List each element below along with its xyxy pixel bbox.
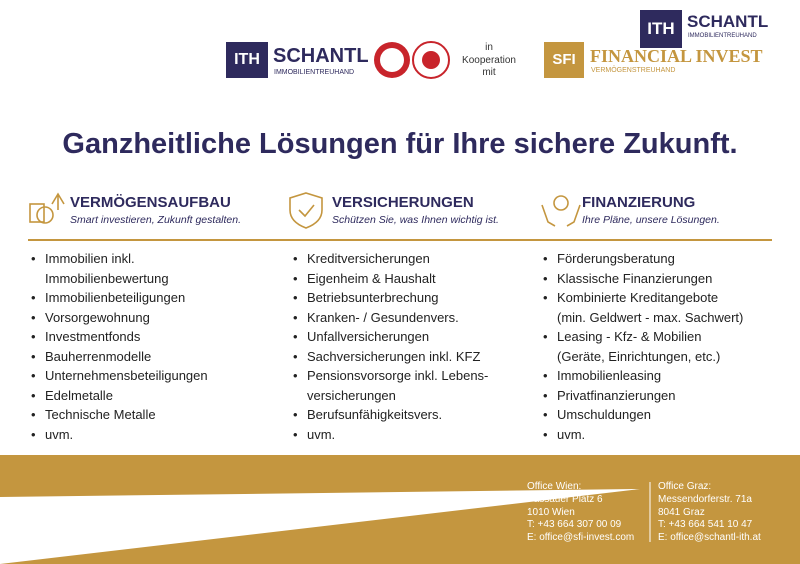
column-subheading: Schützen Sie, was Ihnen wichtig ist. [332, 214, 499, 226]
bullet: • [293, 270, 298, 286]
list-item: Privatfinanzierungen [557, 387, 676, 403]
logo-name: SCHANTL [687, 12, 769, 31]
bullet: • [293, 426, 298, 442]
list-item: Unfallversicherungen [307, 329, 430, 344]
column-heading: VERSICHERUNGEN [332, 194, 474, 211]
list-item: Umschuldungen [557, 407, 651, 422]
bullet: • [31, 426, 36, 442]
list-item: Pensionsvorsorge inkl. Lebens- [307, 368, 489, 383]
logo-subtitle: IMMOBILIENTREUHAND [688, 33, 757, 39]
list-item: Kranken- / Gesundenvers. [307, 309, 459, 325]
icon-growth [29, 192, 65, 224]
bullet: • [31, 290, 36, 305]
list-item: Immobilienbeteiligungen [45, 290, 186, 305]
list-item: Immobilien inkl. [45, 251, 135, 266]
list-item: Eigenheim & Haushalt [307, 270, 436, 286]
logo-mark-box [544, 42, 584, 78]
list-item: Bauherrenmodelle [45, 348, 152, 364]
logo-mark: SFI [552, 51, 576, 68]
column-heading: FINANZIERUNG [582, 194, 696, 211]
badge-inner [422, 51, 440, 69]
bullet: • [293, 407, 298, 422]
bullet: • [31, 407, 36, 422]
bullet: • [543, 290, 548, 305]
list-item: versicherungen [307, 387, 396, 403]
list-item: Förderungsberatung [557, 251, 675, 266]
cooperation-line: Kooperation [462, 54, 516, 66]
badge-inner [380, 48, 404, 72]
list-item: Immobilienbewertung [45, 270, 169, 286]
bullet: • [31, 348, 36, 364]
logo-mark: ITH [647, 19, 675, 38]
office-line: 1010 Wien [527, 506, 575, 518]
logo-mark: ITH [234, 51, 260, 68]
bullet: • [293, 368, 298, 383]
bullet: • [293, 348, 298, 364]
office-line: E: office@sfi-invest.com [527, 531, 635, 543]
bullet: • [31, 329, 36, 344]
icon-shield [289, 192, 323, 229]
list-item: (min. Geldwert - max. Sachwert) [557, 309, 744, 325]
list-item: Kombinierte Kreditangebote [557, 290, 719, 305]
bullet: • [293, 329, 298, 344]
office-line: T: +43 664 307 00 09 [527, 519, 622, 530]
office-line: E: office@schantl-ith.at [658, 531, 761, 543]
bullet: • [543, 251, 548, 266]
list-item: Technische Metalle [45, 407, 156, 422]
bullet: • [543, 329, 548, 344]
bullet: • [293, 251, 298, 266]
office-line: 8041 Graz [658, 506, 705, 518]
bullet: • [543, 368, 548, 383]
bullet: • [31, 387, 36, 403]
office-name: Office Wien: [527, 481, 582, 492]
column-heading: VERMÖGENSAUFBAU [70, 194, 231, 211]
cooperation-line: in [485, 42, 493, 53]
list-item: Edelmetalle [45, 387, 113, 403]
list-item: uvm. [45, 426, 74, 442]
bullet: • [293, 290, 298, 305]
cooperation-line: mit [482, 67, 496, 78]
list-item: Klassische Finanzierungen [557, 270, 713, 286]
list-item: Investmentfonds [45, 329, 141, 344]
list-item: (Geräte, Einrichtungen, etc.) [557, 348, 721, 364]
bullet: • [543, 426, 548, 442]
logo-subtitle: VERMÖGENSTREUHAND [591, 67, 676, 74]
bullet: • [543, 407, 548, 422]
office-name: Office Graz: [658, 481, 712, 492]
bullet: • [293, 309, 298, 325]
logo-subtitle: IMMOBILIENTREUHAND [274, 69, 355, 76]
logo-mark-box [226, 42, 268, 78]
column-subheading: Smart investieren, Zukunft gestalten. [70, 214, 241, 226]
bullet: • [31, 368, 36, 383]
office-line: Messendorferstr. 71a [658, 494, 752, 505]
bullet: • [31, 251, 36, 266]
list-item: Betriebsunterbrechung [307, 290, 439, 305]
footer-cutout [0, 489, 640, 564]
office-line: T: +43 664 541 10 47 [658, 519, 753, 530]
column-subheading: Ihre Pläne, unsere Lösungen. [582, 214, 720, 226]
list-item: uvm. [557, 426, 586, 442]
bullet: • [543, 387, 548, 403]
list-item: Kreditversicherungen [307, 251, 430, 266]
office-line: Passauer Platz 6 [527, 494, 603, 505]
list-item: Immobilienleasing [557, 368, 662, 383]
list-item: Leasing - Kfz- & Mobilien [557, 329, 702, 344]
icon-hands [541, 195, 581, 227]
bullet: • [543, 270, 548, 286]
logo-mark-box [640, 10, 682, 48]
list-item: uvm. [307, 426, 336, 442]
list-item: Unternehmensbeteiligungen [45, 368, 208, 383]
logo-name: FINANCIAL INVEST [590, 46, 763, 66]
bullet: • [31, 309, 36, 325]
list-item: Berufsunfähigkeitsvers. [307, 407, 443, 422]
list-item: Vorsorgewohnung [45, 309, 150, 325]
cooperation: in Kooperation mit [459, 42, 519, 80]
title: Ganzheitliche Lösungen für Ihre sichere … [62, 128, 738, 160]
list-item: Sachversicherungen inkl. KFZ [307, 348, 481, 364]
logo-name: SCHANTL [273, 45, 369, 67]
